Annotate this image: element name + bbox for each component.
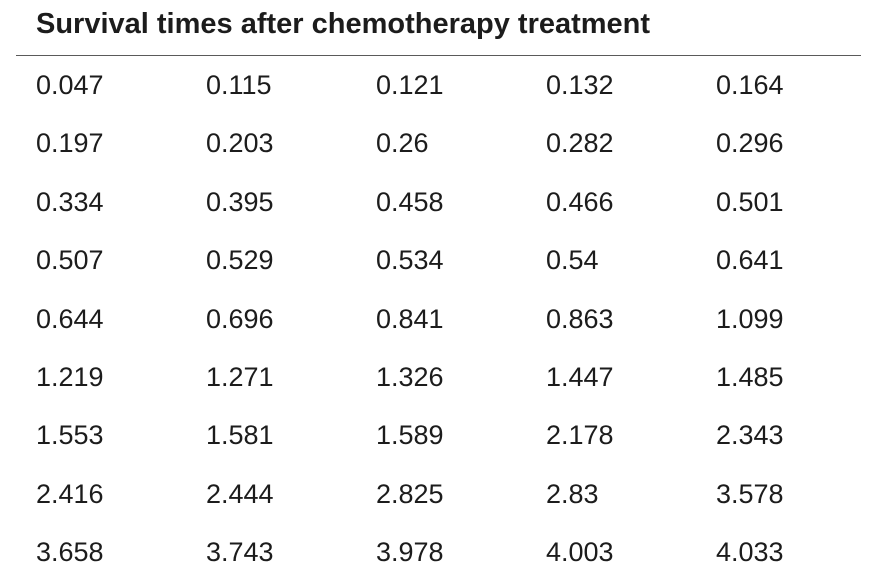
table-cell: 1.271 (206, 361, 274, 392)
table-cell: 0.501 (716, 186, 784, 217)
table-cell: 0.529 (206, 245, 274, 276)
table-cell: 0.115 (206, 70, 272, 100)
table-cell: 0.203 (206, 128, 274, 159)
table-cell: 1.326 (376, 361, 444, 392)
table-cell: 0.296 (716, 128, 784, 159)
table-cell: 0.121 (376, 70, 444, 100)
table-cell: 0.132 (546, 70, 614, 100)
table-cell: 0.644 (36, 303, 104, 334)
table-cell: 0.197 (36, 128, 104, 159)
table-cell: 0.54 (546, 245, 599, 276)
table-cell: 3.743 (206, 537, 274, 568)
table-cell: 0.863 (546, 303, 614, 334)
table-cell: 1.553 (36, 420, 104, 451)
table-cell: 1.099 (716, 303, 784, 334)
table-cell: 1.485 (716, 361, 784, 392)
table-cell: 3.658 (36, 537, 104, 568)
table-cell: 2.343 (716, 420, 784, 451)
table-cell: 4.003 (546, 537, 614, 568)
table-cell: 0.534 (376, 245, 444, 276)
table-cell: 1.219 (36, 361, 104, 392)
table-cell: 0.458 (376, 186, 444, 217)
table-cell: 2.83 (546, 478, 599, 509)
title-divider (16, 55, 861, 56)
table-cell: 1.447 (546, 361, 614, 392)
table-cell: 1.589 (376, 420, 444, 451)
table-cell: 0.466 (546, 186, 614, 217)
table-cell: 2.444 (206, 478, 274, 509)
table-cell: 0.282 (546, 128, 614, 159)
table-cell: 0.696 (206, 303, 274, 334)
table-cell: 2.178 (546, 420, 614, 451)
table-title: Survival times after chemotherapy treatm… (36, 8, 651, 40)
table-cell: 0.334 (36, 186, 104, 217)
table-cell: 2.825 (376, 478, 444, 509)
table-cell: 1.581 (206, 420, 274, 451)
table-cell: 0.164 (716, 70, 784, 100)
table-cell: 3.978 (376, 537, 444, 568)
table-cell: 2.416 (36, 478, 104, 509)
table-cell: 4.033 (716, 537, 784, 568)
table-cell: 0.047 (36, 70, 104, 100)
table-cell: 0.641 (716, 245, 784, 276)
table-cell: 0.26 (376, 128, 429, 159)
table-cell: 0.507 (36, 245, 104, 276)
table-cell: 0.395 (206, 186, 274, 217)
table-cell: 3.578 (716, 478, 784, 509)
survival-times-table: 0.047 0.115 0.121 0.132 0.164 0.197 0.203 0.26 0… (36, 56, 856, 582)
table-cell: 0.841 (376, 303, 444, 334)
